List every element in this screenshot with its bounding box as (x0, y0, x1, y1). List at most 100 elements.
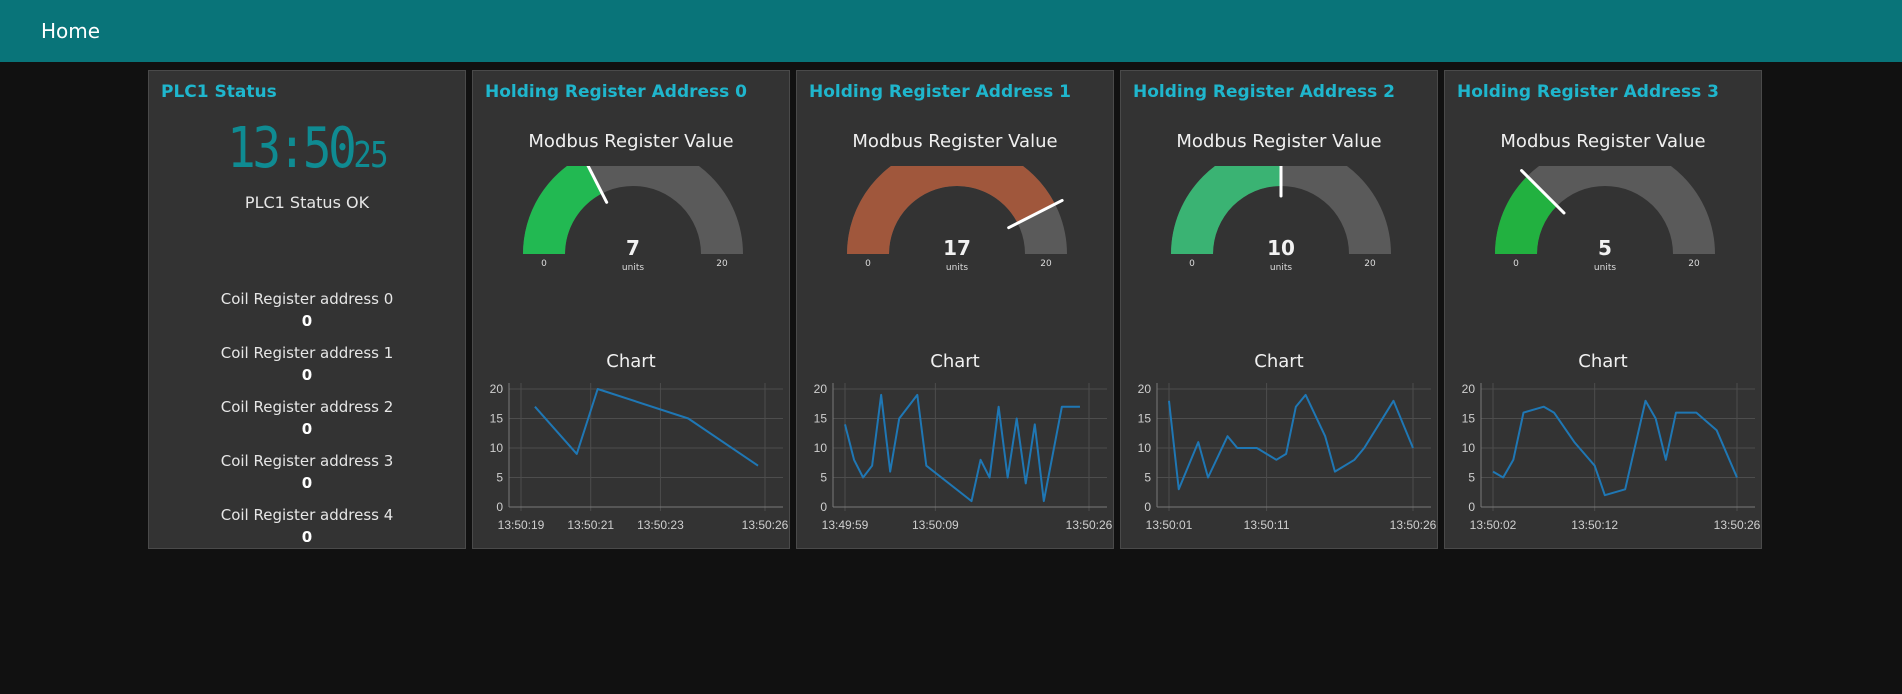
gauge-track (1495, 166, 1715, 254)
gauge: 7 units 0 20 (523, 166, 743, 273)
gauge: 17 units 0 20 (847, 166, 1067, 273)
chart-y-tick: 20 (1138, 382, 1152, 396)
chart-y-tick: 5 (1468, 471, 1475, 485)
gauge-value: 5 (1598, 236, 1612, 260)
holding-register-card-2: Holding Register Address 2 Modbus Registe… (1120, 70, 1438, 549)
chart-y-tick: 5 (1144, 471, 1151, 485)
plc-status-text: PLC1 Status OK (244, 193, 370, 212)
gauge-fill (1495, 176, 1557, 254)
chart-series-line (1492, 399, 1738, 497)
gauge-title: Modbus Register Value (1500, 131, 1706, 152)
gauge-value: 17 (943, 236, 971, 260)
chart-title: Chart (1254, 351, 1304, 372)
line-chart: 0 5 10 15 20 13:50:19 13:50:21 13:50:23 13:50:26 (490, 382, 789, 532)
coil-item: Coil Register address 1 0 (149, 343, 465, 385)
gauge-fill (847, 166, 1056, 254)
gauge-needle (1520, 169, 1566, 215)
gauge-needle (1007, 198, 1064, 230)
line-chart: 0 5 10 15 20 13:50:01 13:50:11 13:50:26 (1138, 382, 1437, 532)
coil-item: Coil Register address 2 0 (149, 397, 465, 439)
gauge-min-label: 0 (1513, 259, 1519, 269)
clock-time: 13:50 (227, 116, 357, 181)
gauge-units: units (946, 263, 968, 273)
gauge-fill (1171, 166, 1281, 254)
coil-value: 0 (301, 366, 313, 384)
line-chart: 0 5 10 15 20 13:50:02 13:50:12 13:50:26 (1462, 382, 1761, 532)
holding-register-card-3: Holding Register Address 3 Modbus Registe… (1444, 70, 1762, 549)
chart-x-tick: 13:50:11 (1244, 518, 1290, 532)
chart-title: Chart (1578, 351, 1628, 372)
gauge: 10 units 0 20 (1171, 166, 1391, 273)
coil-value: 0 (301, 312, 313, 330)
gauge-min-label: 0 (1189, 259, 1195, 269)
gauge-min-label: 0 (541, 259, 547, 269)
coil-label: Coil Register address 2 (220, 398, 394, 416)
gauge-title: Modbus Register Value (1176, 131, 1382, 152)
chart-y-tick: 0 (1144, 500, 1151, 514)
gauge-title: Modbus Register Value (852, 131, 1058, 152)
gauge-value: 10 (1267, 236, 1295, 260)
coil-value: 0 (301, 528, 313, 546)
gauge-units: units (1270, 263, 1292, 273)
gauge-value: 7 (626, 236, 640, 260)
chart-y-tick: 10 (1462, 441, 1476, 455)
chart-x-tick: 13:50:26 (1390, 518, 1437, 532)
chart-x-tick: 13:50:12 (1571, 518, 1618, 532)
chart-x-tick: 13:50:19 (498, 518, 545, 532)
chart-y-tick: 0 (820, 500, 827, 514)
card-title: Holding Register Address 3 (1457, 82, 1720, 102)
chart-y-tick: 15 (814, 412, 828, 426)
chart-y-tick: 20 (1462, 382, 1476, 396)
chart-x-tick: 13:50:26 (1714, 518, 1761, 532)
card-title: Holding Register Address 1 (809, 82, 1072, 102)
gauge-needle (586, 166, 609, 204)
coil-item: Coil Register address 3 0 (149, 451, 465, 493)
chart-y-tick: 0 (1468, 500, 1475, 514)
chart-x-tick: 13:50:02 (1470, 518, 1517, 532)
gauge-min-label: 0 (865, 259, 871, 269)
chart-series-line (534, 388, 759, 467)
coil-label: Coil Register address 4 (220, 506, 394, 524)
coil-label: Coil Register address 1 (220, 344, 394, 362)
chart-y-tick: 15 (490, 412, 504, 426)
chart-x-tick: 13:50:01 (1146, 518, 1193, 532)
clock-seconds: 25 (353, 135, 388, 176)
chart-y-tick: 10 (490, 441, 504, 455)
chart-series-line (1168, 393, 1414, 491)
card-title: Holding Register Address 0 (485, 82, 748, 102)
chart-y-tick: 20 (490, 382, 504, 396)
chart-y-tick: 10 (814, 441, 828, 455)
chart-x-tick: 13:50:26 (1066, 518, 1113, 532)
chart-x-tick: 13:49:59 (822, 518, 869, 532)
chart-y-tick: 5 (820, 471, 827, 485)
holding-register-card-1: Holding Register Address 1 Modbus Registe… (796, 70, 1114, 549)
plc-status-card: PLC1 Status 13:5025 PLC1 Status OK Coil … (148, 70, 466, 549)
chart-x-tick: 13:50:21 (567, 518, 614, 532)
coil-label: Coil Register address 0 (220, 290, 394, 308)
chart-y-tick: 15 (1462, 412, 1476, 426)
chart-title: Chart (930, 351, 980, 372)
gauge-units: units (622, 263, 644, 273)
top-bar: Home (0, 0, 1902, 62)
chart-y-tick: 5 (496, 471, 503, 485)
gauge-max-label: 20 (1040, 259, 1052, 269)
chart-y-tick: 10 (1138, 441, 1152, 455)
chart-y-tick: 15 (1138, 412, 1152, 426)
chart-x-tick: 13:50:09 (912, 518, 959, 532)
holding-register-card-0: Holding Register Address 0 Modbus Registe… (472, 70, 790, 549)
card-title: Holding Register Address 2 (1133, 82, 1396, 102)
gauge-max-label: 20 (716, 259, 728, 269)
coil-label: Coil Register address 3 (220, 452, 394, 470)
page-title: Home (41, 19, 101, 43)
gauge: 5 units 0 20 (1495, 166, 1715, 273)
gauge-fill (523, 166, 603, 254)
line-chart: 0 5 10 15 20 13:49:59 13:50:09 13:50:26 (814, 382, 1113, 532)
coil-value: 0 (301, 474, 313, 492)
gauge-max-label: 20 (1364, 259, 1376, 269)
chart-y-tick: 0 (496, 500, 503, 514)
coil-item: Coil Register address 4 0 (149, 505, 465, 547)
gauge-max-label: 20 (1688, 259, 1700, 269)
gauge-units: units (1594, 263, 1616, 273)
chart-x-tick: 13:50:26 (742, 518, 789, 532)
chart-y-tick: 20 (814, 382, 828, 396)
